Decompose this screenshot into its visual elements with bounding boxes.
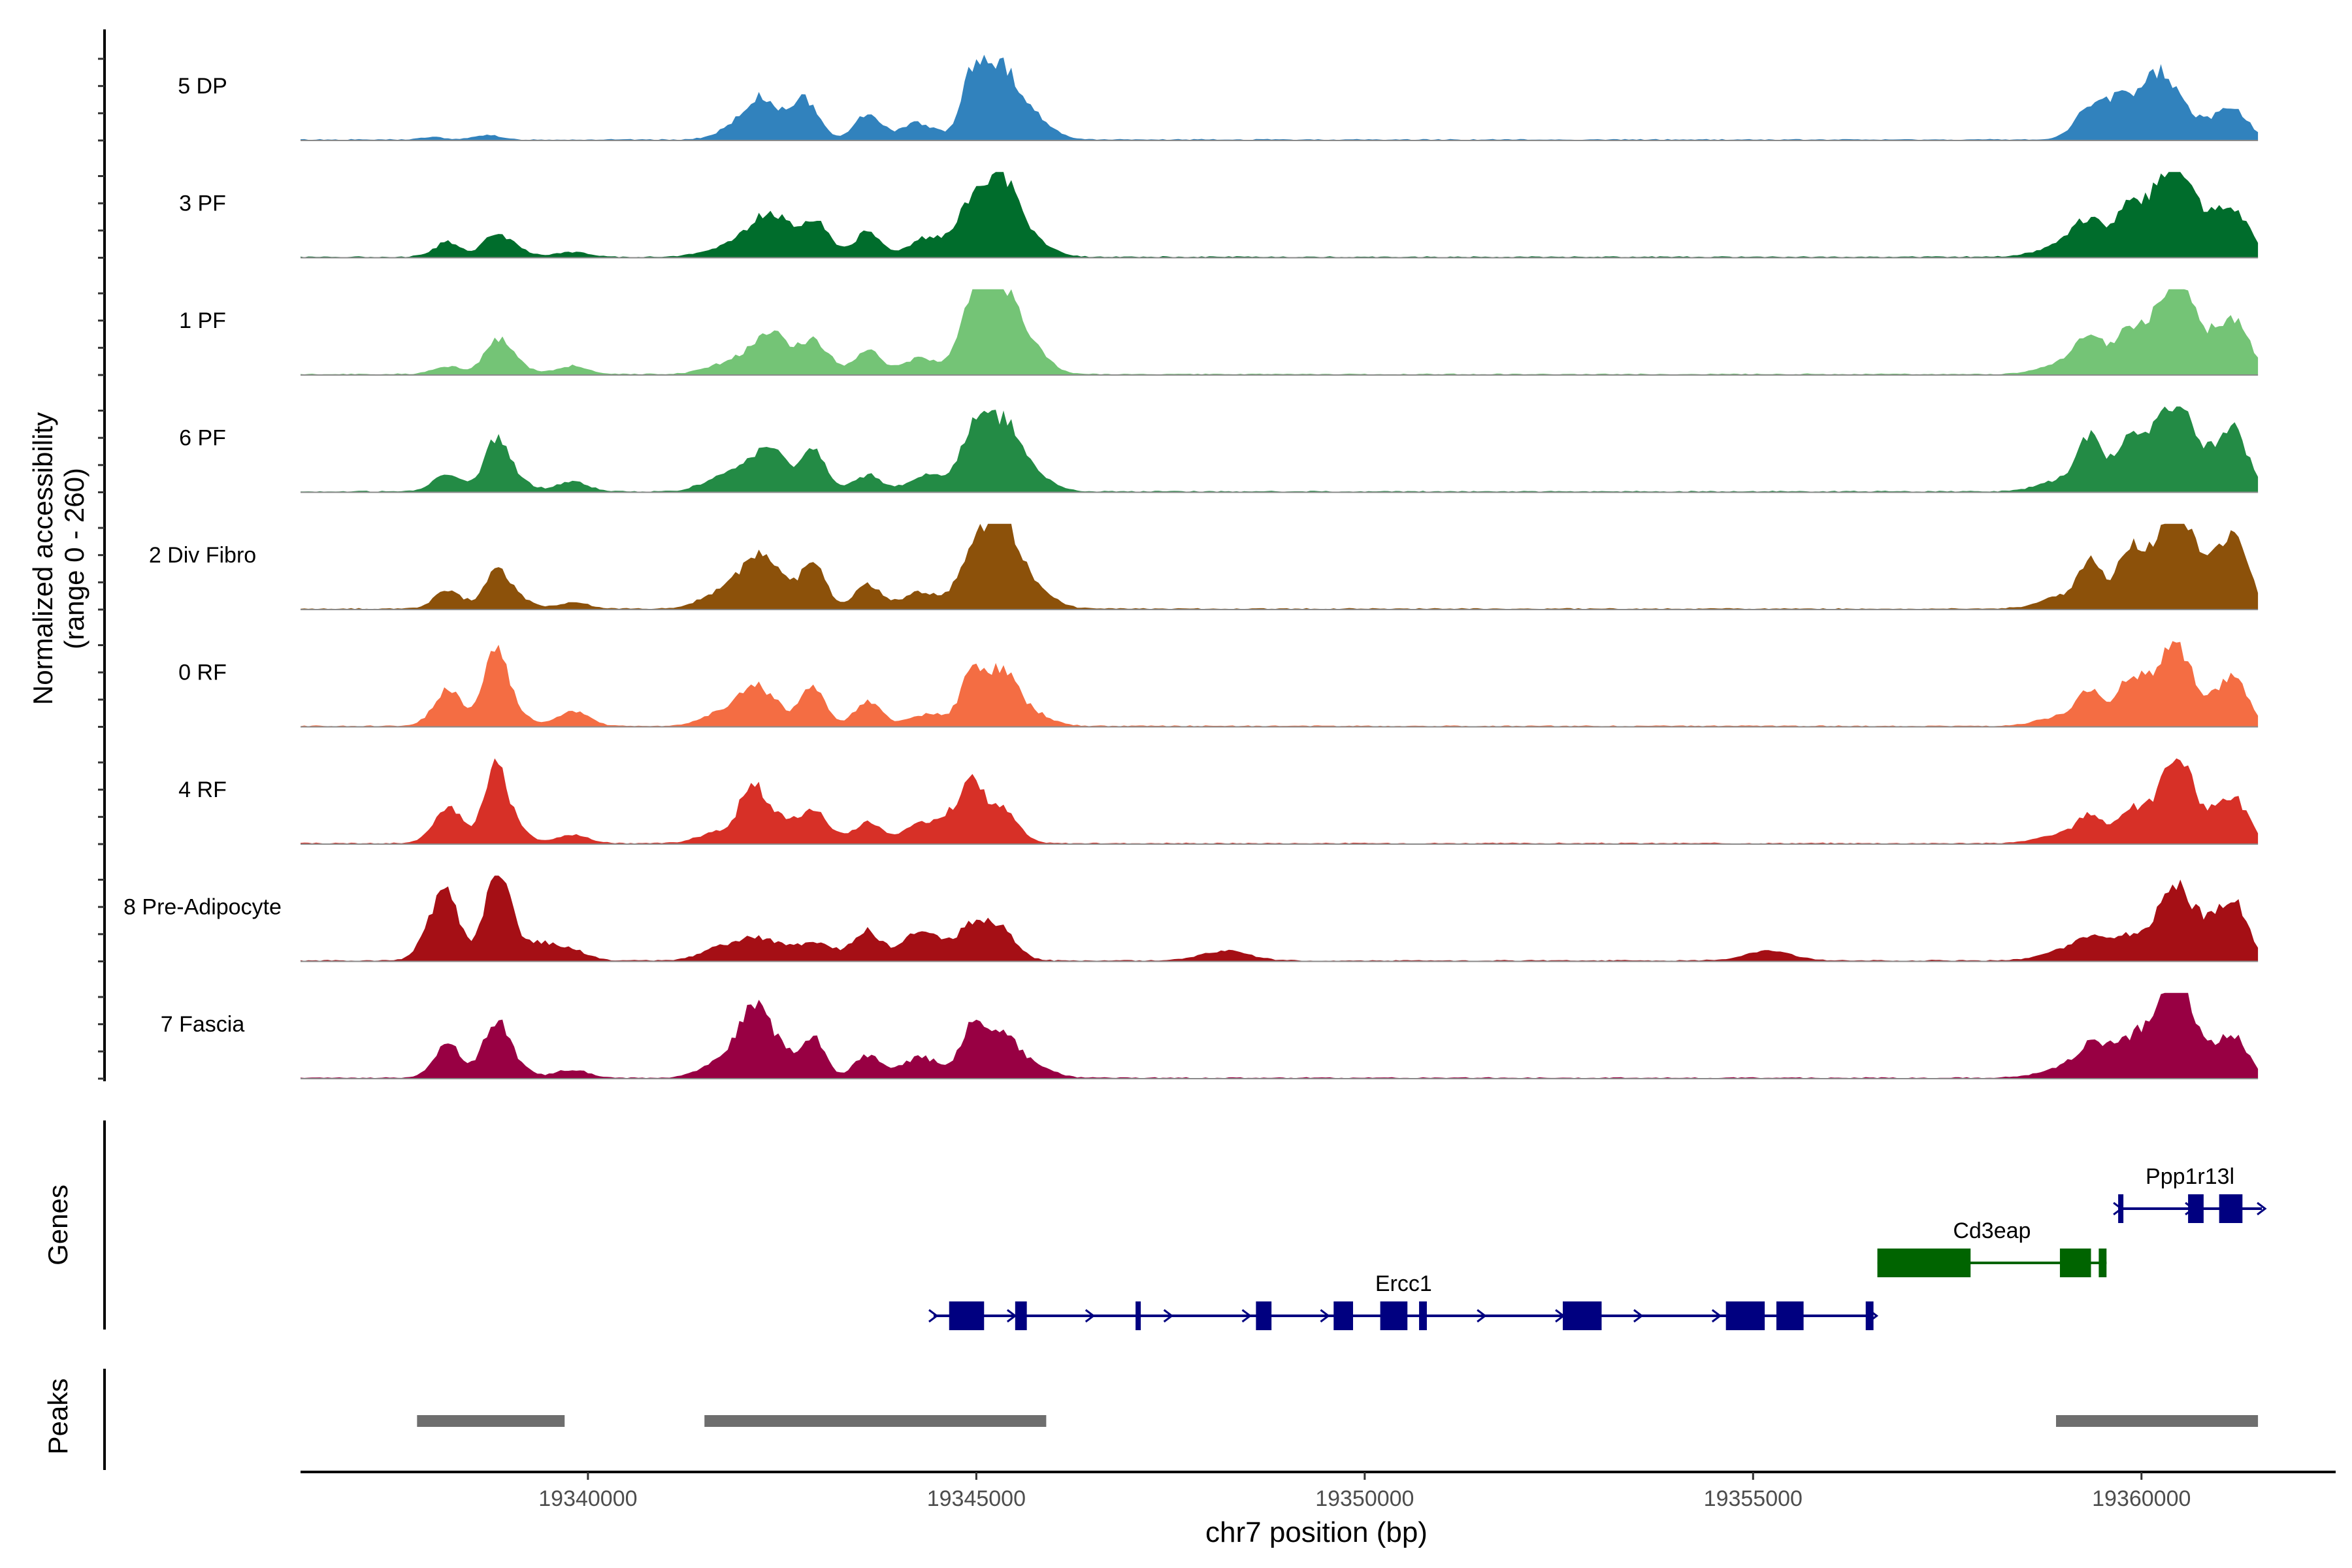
coverage-track: 6 PF (179, 406, 2259, 493)
gene-model: Ppp1r13l (2113, 1164, 2267, 1223)
x-axis-tick-label: 19345000 (927, 1486, 1026, 1511)
gene-model: Cd3eap (1877, 1218, 2107, 1277)
genes-panel: Genes (42, 1120, 106, 1330)
genes-panel-title: Genes (42, 1184, 73, 1266)
coverage-y-axis (98, 29, 106, 1081)
peak-range-bar (2055, 1415, 2259, 1427)
coverage-track: 1 PF (179, 289, 2259, 376)
strand-arrow (1477, 1309, 1487, 1323)
strand-arrow (1163, 1309, 1174, 1323)
gene-name-label: Cd3eap (1953, 1218, 2031, 1243)
peak-range-bar (417, 1415, 565, 1427)
x-axis-tick-label: 19360000 (2092, 1486, 2191, 1511)
gene-name-label: Ppp1r13l (2146, 1164, 2234, 1189)
gene-exon (2188, 1194, 2204, 1223)
peak-ranges (417, 1415, 2259, 1427)
gene-exon (1725, 1301, 1765, 1330)
coverage-track: 3 PF (179, 172, 2259, 259)
gene-exon (1563, 1301, 1602, 1330)
track-label: 3 PF (179, 191, 226, 216)
coverage-area (301, 54, 2259, 140)
gene-exon (949, 1301, 985, 1330)
track-label: 4 RF (178, 777, 227, 802)
coverage-track: 7 Fascia (161, 992, 2259, 1079)
coverage-area (301, 172, 2259, 258)
x-axis-tick-label: 19350000 (1315, 1486, 1414, 1511)
gene-model: Ercc1 (928, 1271, 1879, 1330)
gene-exon (1776, 1301, 1804, 1330)
coverage-y-axis-title-line1: Normalized accessibility (27, 412, 58, 705)
track-label: 0 RF (178, 661, 227, 685)
gene-exon (2059, 1249, 2091, 1277)
x-axis-title: chr7 position (bp) (1205, 1516, 1428, 1548)
strand-arrow (1320, 1309, 1330, 1323)
coverage-area (301, 992, 2259, 1079)
gene-exon (1256, 1301, 1272, 1330)
coverage-area (301, 289, 2259, 375)
coverage-track: 0 RF (178, 641, 2259, 728)
gene-exon (2118, 1194, 2124, 1223)
strand-arrow (2257, 1201, 2267, 1216)
strand-arrow (928, 1309, 939, 1323)
coverage-tracks: 5 DP 3 PF 1 PF 6 PF 2 Div Fibro 0 RF 4 RF 8 Pre… (123, 54, 2259, 1079)
coverage-area (301, 758, 2259, 844)
gene-exon (1419, 1301, 1427, 1330)
strand-arrow (1633, 1309, 1644, 1323)
track-label: 8 Pre-Adipocyte (123, 895, 282, 920)
gene-name-label: Ercc1 (1375, 1271, 1432, 1296)
gene-exon (1015, 1301, 1027, 1330)
coverage-area (301, 641, 2259, 727)
gene-exon (2219, 1194, 2243, 1223)
strand-arrow (1085, 1309, 1096, 1323)
track-label: 2 Div Fibro (149, 543, 256, 568)
gene-models: Ppp1r13l Cd3eap Ercc1 (928, 1164, 2267, 1330)
gene-exon (1877, 1249, 1971, 1277)
strand-arrow (1241, 1309, 1252, 1323)
coverage-track: 5 DP (178, 54, 2259, 141)
x-axis-tick-label: 19355000 (1704, 1486, 1803, 1511)
track-label: 6 PF (179, 426, 226, 451)
gene-exon (1333, 1301, 1354, 1330)
peaks-panel-title: Peaks (42, 1379, 73, 1455)
coverage-area (301, 875, 2259, 962)
coverage-y-axis-title: Normalized accessibility (range 0 - 260) (27, 412, 90, 705)
coverage-track: 2 Div Fibro (149, 523, 2259, 610)
peaks-panel: Peaks (42, 1369, 106, 1470)
coverage-area (301, 406, 2259, 493)
gene-exon (1380, 1301, 1408, 1330)
coverage-area (301, 523, 2259, 610)
x-axis: chr7 position (bp) 19340000 19345000 19350… (301, 1471, 2336, 1548)
track-label: 1 PF (179, 308, 226, 333)
gene-exon (2099, 1249, 2107, 1277)
x-axis-tick-label: 19340000 (538, 1486, 637, 1511)
gene-exon (1135, 1301, 1141, 1330)
coverage-track: 8 Pre-Adipocyte (123, 875, 2259, 962)
coverage-track: 4 RF (178, 758, 2259, 845)
strand-arrow (1711, 1309, 1722, 1323)
gene-exon (1865, 1301, 1874, 1330)
track-label: 7 Fascia (161, 1012, 245, 1037)
coverage-y-axis-title-line2: (range 0 - 260) (59, 468, 90, 649)
track-label: 5 DP (178, 74, 227, 99)
peak-range-bar (704, 1415, 1047, 1427)
